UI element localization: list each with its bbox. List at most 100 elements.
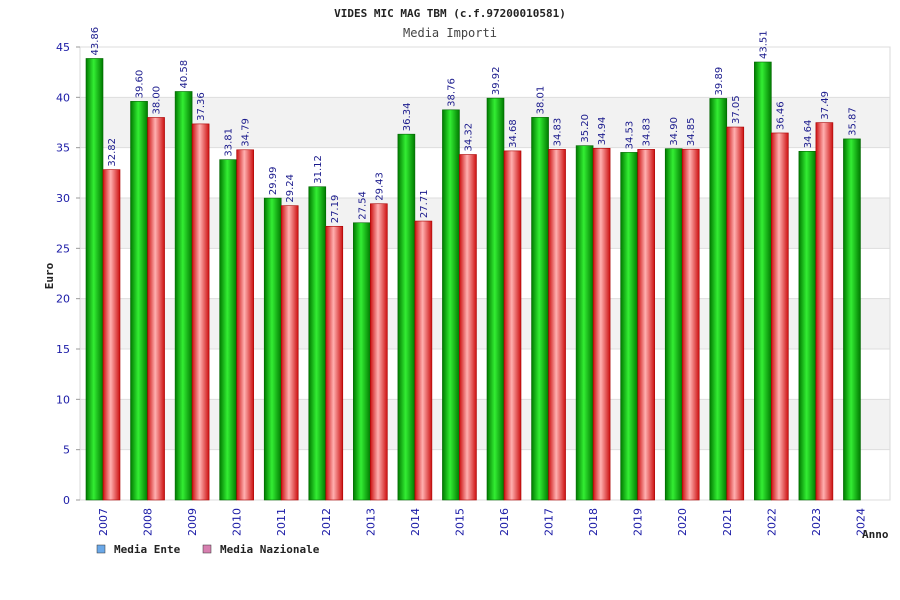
bar-media-nazionale-2009 (191, 123, 210, 501)
value-label: 34.53 (625, 121, 636, 150)
value-label: 27.71 (419, 189, 430, 218)
y-tick-label: 5 (63, 444, 70, 457)
value-label: 33.81 (224, 128, 235, 157)
value-label: 36.34 (402, 103, 413, 132)
bar-media-ente-2010 (219, 159, 237, 501)
bar-media-ente-2007 (85, 58, 104, 501)
value-label: 34.32 (463, 123, 474, 152)
value-label: 39.92 (491, 66, 502, 95)
bar-media-ente-2014 (397, 133, 416, 501)
x-tick-label: 2007 (97, 508, 110, 536)
bar-media-nazionale-2013 (370, 203, 388, 501)
value-labels: 43.86 32.82 39.60 38.00 40.58 37.36 33.81 34.79… (90, 27, 858, 223)
legend-swatch-media-nazionale (202, 544, 212, 554)
chart-title: VIDES MIC MAG TBM (c.f.97200010581) (334, 7, 566, 20)
y-tick-label: 45 (56, 41, 70, 54)
bar-media-nazionale-2008 (147, 117, 165, 501)
chart-subtitle: Media Importi (403, 26, 497, 40)
x-tick-label: 2017 (543, 508, 556, 536)
bar-media-ente-2017 (531, 117, 549, 501)
value-label: 39.60 (135, 70, 146, 99)
value-label: 43.86 (90, 27, 101, 56)
value-label: 34.94 (597, 117, 608, 146)
x-tick-label: 2009 (186, 508, 199, 536)
value-label: 34.83 (553, 118, 564, 147)
x-axis-label: Anno (862, 528, 889, 541)
value-label: 35.87 (847, 107, 858, 136)
x-tick-label: 2020 (676, 508, 689, 536)
bar-media-ente-2022 (754, 61, 772, 501)
x-tick-label: 2023 (810, 508, 823, 536)
bar-media-ente-2018 (575, 145, 594, 501)
x-tick-label: 2018 (587, 508, 600, 536)
y-tick-label: 40 (56, 91, 70, 104)
bar-media-nazionale-2019 (637, 149, 655, 501)
value-label: 37.49 (820, 91, 831, 120)
y-tick-label: 35 (56, 142, 70, 155)
bar-media-nazionale-2023 (815, 122, 834, 501)
value-label: 34.83 (642, 118, 653, 147)
bar-media-ente-2015 (442, 109, 460, 501)
legend-label-media-ente: Media Ente (114, 543, 181, 556)
value-label: 37.05 (731, 95, 742, 124)
value-label: 29.43 (374, 172, 385, 201)
x-tick-label: 2011 (275, 508, 288, 536)
value-label: 38.76 (446, 78, 457, 107)
value-label: 40.58 (179, 60, 190, 89)
value-label: 34.64 (803, 120, 814, 149)
bar-media-nazionale-2010 (236, 149, 254, 501)
value-label: 32.82 (107, 138, 118, 167)
value-label: 29.24 (285, 174, 296, 203)
x-axis-ticks: 2007 2008 2009 2010 2011 2012 2013 2014 2015 2016… (97, 508, 867, 536)
bar-media-nazionale-2016 (503, 150, 522, 501)
bar-media-nazionale-2014 (414, 220, 433, 501)
bar-media-ente-2012 (308, 186, 327, 501)
value-label: 27.19 (330, 195, 341, 224)
y-axis-label: Euro (43, 262, 56, 289)
bar-media-ente-2013 (353, 222, 371, 501)
value-label: 37.36 (196, 92, 207, 121)
value-label: 35.20 (580, 114, 591, 143)
bar-media-ente-2020 (664, 148, 683, 501)
value-label: 36.46 (775, 101, 786, 130)
bars (85, 58, 861, 501)
bar-media-nazionale-2012 (325, 225, 344, 501)
value-label: 34.85 (686, 118, 697, 147)
bar-media-nazionale-2022 (771, 132, 789, 501)
y-tick-label: 15 (56, 343, 70, 356)
bar-media-nazionale-2020 (681, 148, 700, 501)
value-label: 34.68 (508, 119, 519, 148)
value-label: 38.00 (152, 86, 163, 115)
value-label: 43.51 (758, 30, 769, 59)
value-label: 34.90 (669, 117, 680, 146)
bar-media-ente-2011 (263, 197, 282, 501)
x-tick-label: 2013 (364, 508, 377, 536)
legend: Media Ente Media Nazionale (96, 543, 320, 556)
y-tick-label: 20 (56, 293, 70, 306)
bar-media-nazionale-2007 (102, 169, 121, 501)
bar-media-ente-2008 (130, 101, 148, 501)
bar-media-ente-2021 (709, 98, 728, 501)
value-label: 29.99 (268, 166, 279, 195)
value-label: 34.79 (241, 118, 252, 147)
bar-media-ente-2023 (798, 150, 817, 501)
x-tick-label: 2012 (320, 508, 333, 536)
x-tick-label: 2010 (231, 508, 244, 536)
bar-media-nazionale-2021 (726, 126, 745, 501)
x-tick-label: 2016 (498, 508, 511, 536)
x-tick-label: 2008 (142, 508, 155, 536)
y-tick-label: 30 (56, 192, 70, 205)
bar-media-ente-2009 (174, 91, 193, 501)
x-tick-label: 2015 (453, 508, 466, 536)
y-tick-label: 10 (56, 393, 70, 406)
x-tick-label: 2021 (721, 508, 734, 536)
x-tick-label: 2022 (765, 508, 778, 536)
x-tick-label: 2024 (854, 508, 867, 536)
bar-media-nazionale-2017 (548, 149, 566, 501)
value-label: 27.54 (357, 191, 368, 220)
value-label: 38.01 (536, 86, 547, 115)
value-label: 39.89 (714, 67, 725, 96)
x-tick-label: 2019 (632, 508, 645, 536)
legend-label-media-nazionale: Media Nazionale (220, 543, 320, 556)
y-axis-ticks: 0 5 10 15 20 25 30 35 40 45 (56, 41, 80, 507)
